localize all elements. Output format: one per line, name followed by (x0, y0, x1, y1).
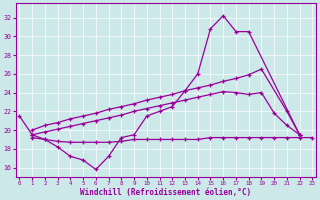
X-axis label: Windchill (Refroidissement éolien,°C): Windchill (Refroidissement éolien,°C) (80, 188, 252, 197)
